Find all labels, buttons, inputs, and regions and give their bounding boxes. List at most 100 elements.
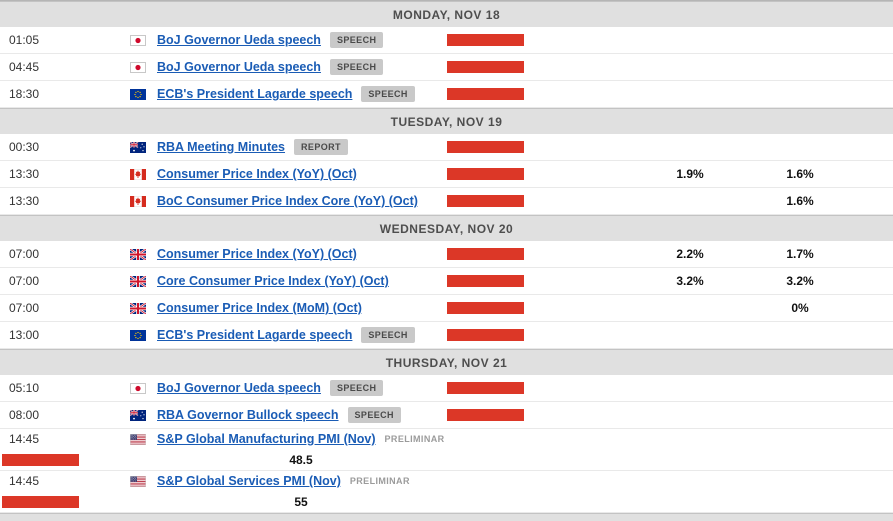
eu-flag-icon — [130, 88, 146, 100]
jp-flag-icon — [130, 382, 146, 394]
flag-cell — [130, 88, 157, 100]
event-link[interactable]: ECB's President Lagarde speech — [157, 87, 353, 101]
importance-cell — [445, 409, 635, 421]
event-cell: S&P Global Services PMI (Nov) PRELIMINAR — [157, 474, 445, 488]
au-flag-icon — [130, 409, 146, 421]
importance-cell — [445, 195, 635, 207]
importance-cell — [0, 495, 130, 508]
importance-cell — [445, 275, 635, 287]
importance-bar — [2, 495, 79, 508]
importance-bar — [447, 88, 524, 100]
us-flag-icon — [130, 475, 146, 487]
event-cell: BoJ Governor Ueda speech SPEECH — [157, 32, 445, 48]
event-row: 00:30 RBA Meeting Minutes REPORT — [0, 134, 893, 161]
day-header-label: THURSDAY, NOV 21 — [385, 355, 508, 370]
importance-bar — [447, 195, 524, 207]
day-header-label: WEDNESDAY, NOV 20 — [379, 221, 514, 236]
previous-value: 1.6% — [786, 167, 814, 181]
event-link[interactable]: Consumer Price Index (YoY) (Oct) — [157, 247, 357, 261]
importance-cell — [445, 34, 635, 46]
importance-cell — [445, 61, 635, 73]
event-time: 18:30 — [9, 87, 40, 101]
event-time: 14:45 — [9, 432, 40, 446]
importance-bar — [447, 409, 524, 421]
event-row: 14:45 S&P Global Manufacturing PMI (Nov) P… — [0, 429, 893, 471]
event-cell: Consumer Price Index (YoY) (Oct) — [157, 247, 445, 261]
event-time: 05:10 — [9, 381, 40, 395]
event-tag: REPORT — [294, 139, 348, 155]
event-time: 13:00 — [9, 328, 40, 342]
previous-value: 48.5 — [289, 452, 313, 467]
flag-cell — [130, 475, 157, 487]
event-cell: BoJ Governor Ueda speech SPEECH — [157, 59, 445, 75]
importance-cell — [445, 329, 635, 341]
importance-cell — [0, 453, 130, 466]
event-cell: RBA Governor Bullock speech SPEECH — [157, 407, 445, 423]
importance-bar — [447, 275, 524, 287]
event-link[interactable]: ECB's President Lagarde speech — [157, 328, 353, 342]
event-time: 13:30 — [9, 194, 40, 208]
event-tag: PRELIMINAR — [349, 476, 410, 486]
flag-cell — [130, 195, 157, 207]
event-row: 07:00 Consumer Price Index (MoM) (Oct) 0% — [0, 295, 893, 322]
consensus-value: 2.2% — [676, 247, 704, 261]
consensus-value: 3.2% — [676, 274, 704, 288]
importance-cell — [445, 168, 635, 180]
flag-cell — [130, 275, 157, 287]
importance-bar — [447, 141, 524, 153]
event-row: 18:30 ECB's President Lagarde speech SPEEC… — [0, 81, 893, 108]
event-link[interactable]: Consumer Price Index (YoY) (Oct) — [157, 167, 357, 181]
eu-flag-icon — [130, 329, 146, 341]
flag-cell — [130, 382, 157, 394]
importance-bar — [447, 168, 524, 180]
importance-bar — [447, 382, 524, 394]
event-link[interactable]: S&P Global Manufacturing PMI (Nov) — [157, 432, 376, 446]
importance-bar — [447, 34, 524, 46]
event-link[interactable]: RBA Governor Bullock speech — [157, 408, 339, 422]
event-time: 07:00 — [9, 274, 40, 288]
event-cell: Consumer Price Index (MoM) (Oct) — [157, 301, 445, 315]
flag-cell — [130, 248, 157, 260]
event-link[interactable]: Consumer Price Index (MoM) (Oct) — [157, 301, 362, 315]
event-link[interactable]: S&P Global Services PMI (Nov) — [157, 474, 341, 488]
event-row: 07:00 Core Consumer Price Index (YoY) (Oc… — [0, 268, 893, 295]
event-link[interactable]: Core Consumer Price Index (YoY) (Oct) — [157, 274, 389, 288]
event-time: 08:00 — [9, 408, 40, 422]
event-link[interactable]: BoJ Governor Ueda speech — [157, 33, 321, 47]
event-cell: ECB's President Lagarde speech SPEECH — [157, 327, 445, 343]
importance-bar — [447, 302, 524, 314]
event-time: 13:30 — [9, 167, 40, 181]
event-tag: PRELIMINAR — [384, 434, 445, 444]
event-cell: Consumer Price Index (YoY) (Oct) — [157, 167, 445, 181]
event-time: 14:45 — [9, 474, 40, 488]
previous-value: 1.6% — [786, 194, 814, 208]
day-header: TUESDAY, NOV 19 — [0, 108, 893, 134]
ca-flag-icon — [130, 168, 146, 180]
flag-cell — [130, 61, 157, 73]
jp-flag-icon — [130, 34, 146, 46]
event-link[interactable]: BoJ Governor Ueda speech — [157, 60, 321, 74]
flag-cell — [130, 329, 157, 341]
event-link[interactable]: BoJ Governor Ueda speech — [157, 381, 321, 395]
event-cell: ECB's President Lagarde speech SPEECH — [157, 86, 445, 102]
event-tag: SPEECH — [329, 32, 384, 48]
event-row: 04:45 BoJ Governor Ueda speech SPEECH — [0, 54, 893, 81]
us-flag-icon — [130, 433, 146, 445]
flag-cell — [130, 141, 157, 153]
event-link[interactable]: BoC Consumer Price Index Core (YoY) (Oct… — [157, 194, 418, 208]
event-cell: RBA Meeting Minutes REPORT — [157, 139, 445, 155]
day-header-label: TUESDAY, NOV 19 — [390, 114, 503, 129]
importance-bar — [447, 248, 524, 260]
event-row: 14:45 S&P Global Services PMI (Nov) PRELIM… — [0, 471, 893, 513]
flag-cell — [130, 168, 157, 180]
event-link[interactable]: RBA Meeting Minutes — [157, 140, 286, 154]
flag-cell — [130, 409, 157, 421]
previous-value: 1.7% — [786, 247, 814, 261]
event-row: 07:00 Consumer Price Index (YoY) (Oct) 2.2… — [0, 241, 893, 268]
event-time: 04:45 — [9, 60, 40, 74]
event-tag: SPEECH — [329, 380, 384, 396]
importance-cell — [445, 302, 635, 314]
event-tag: SPEECH — [347, 407, 401, 423]
event-row: 05:10 BoJ Governor Ueda speech SPEECH — [0, 375, 893, 402]
